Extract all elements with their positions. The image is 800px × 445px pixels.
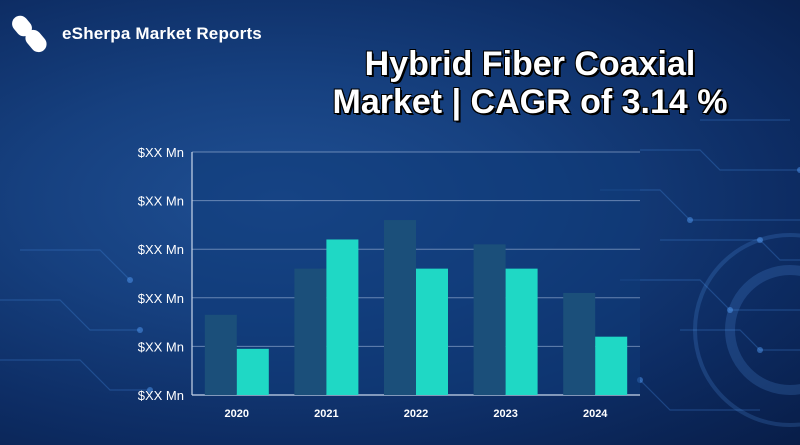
x-tick-label: 2023 [493,408,517,420]
y-tick-label: $XX Mn [138,242,184,257]
bar-series1-2024 [563,292,596,395]
page-title: Hybrid Fiber Coaxial Market | CAGR of 3.… [300,45,760,121]
bar-series1-2023 [473,244,506,395]
y-tick-label: $XX Mn [138,291,184,306]
bar-series2-2024 [595,336,628,395]
bar-series2-2020 [236,348,269,395]
bar-series1-2021 [294,268,327,395]
title-line-1: Hybrid Fiber Coaxial [364,45,696,83]
x-tick-label: 2022 [404,408,428,420]
y-tick-label: $XX Mn [138,194,184,209]
brand-name: eSherpa Market Reports [62,24,262,43]
title-line-2: Market | CAGR of 3.14 % [332,83,728,121]
bar-series2-2021 [326,239,359,395]
x-tick-label: 2024 [583,408,608,420]
y-tick-label: $XX Mn [138,339,184,354]
esherpa-logo-icon [12,15,47,53]
bar-series1-2020 [204,314,237,395]
bar-series2-2023 [505,268,538,395]
y-tick-label: $XX Mn [138,388,184,403]
y-tick-label: $XX Mn [138,145,184,160]
bar-series1-2022 [384,220,416,395]
x-tick-label: 2020 [225,408,249,420]
brand-logo: eSherpa Market Reports [8,9,262,59]
bar-series2-2022 [416,268,448,395]
x-tick-label: 2021 [314,408,338,420]
